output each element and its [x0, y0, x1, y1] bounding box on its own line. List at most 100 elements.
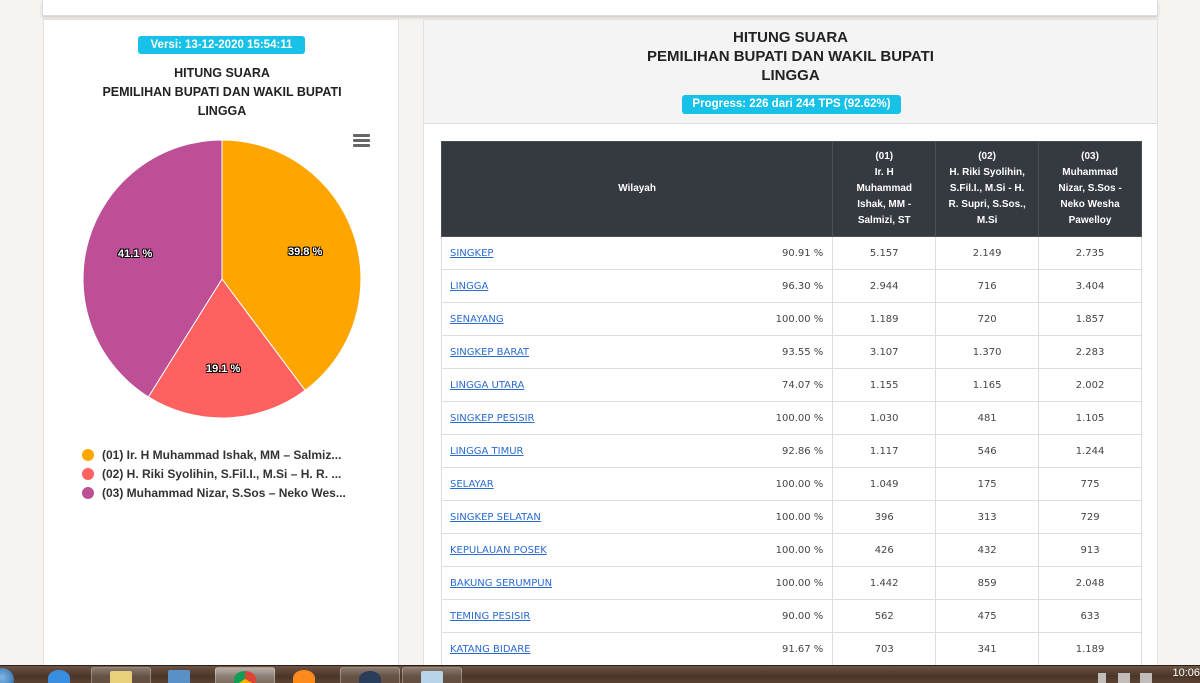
progress-pct: 100.00 %: [775, 413, 824, 424]
header-text: Ishak, MM -: [857, 199, 912, 210]
votes-01: 562: [832, 599, 937, 633]
wilayah-link[interactable]: LINGGA UTARA: [450, 379, 525, 391]
pie-slice-02[interactable]: [147, 278, 306, 419]
taskbar-app[interactable]: [340, 667, 400, 683]
wilayah-link[interactable]: SELAYAR: [450, 478, 494, 490]
legend-dot-icon: [82, 467, 94, 480]
firefox-icon: [293, 670, 315, 683]
votes-01: 1.030: [832, 401, 937, 435]
votes-02: 313: [935, 500, 1040, 534]
taskbar-firefox[interactable]: [275, 667, 335, 683]
legend-dot-icon: [82, 486, 94, 499]
wilayah-link[interactable]: SINGKEP: [450, 247, 494, 259]
progress-pct: 100.00 %: [775, 512, 824, 523]
progress-pct: 93.55 %: [781, 347, 824, 358]
version-badge: Versi: 13-12-2020 15:54:11: [138, 36, 305, 54]
votes-02: 341: [935, 632, 1040, 666]
taskbar: 10:06: [0, 665, 1200, 683]
header-text: Nizar, S.Sos -: [1058, 183, 1122, 194]
pie-slice-03[interactable]: [82, 139, 223, 398]
wilayah-link[interactable]: SINGKEP PESISIR: [450, 412, 535, 424]
legend-label: (01) Ir. H Muhammad Ishak, MM – Salmiz..…: [102, 447, 342, 462]
table-row: SELAYAR 100.00 % 1.049 175 775: [440, 467, 1142, 501]
results-table: Wilayah (01) Ir. H Muhammad Ishak, MM - …: [440, 141, 1142, 666]
votes-01: 1.155: [832, 368, 937, 402]
progress-pct: 92.86 %: [781, 446, 824, 457]
table-row: KEPULAUAN POSEK 100.00 % 426 432 913: [440, 533, 1142, 567]
table-row: BAKUNG SERUMPUN 100.00 % 1.442 859 2.048: [440, 566, 1142, 600]
votes-03: 2.002: [1038, 368, 1142, 402]
header-candidate-01: (01) Ir. H Muhammad Ishak, MM - Salmizi,…: [832, 141, 937, 237]
flag-icon[interactable]: [1118, 673, 1130, 683]
results-panel: HITUNG SUARA PEMILIHAN BUPATI DAN WAKIL …: [423, 19, 1158, 669]
taskbar-notepad[interactable]: [402, 667, 462, 683]
results-header: HITUNG SUARA PEMILIHAN BUPATI DAN WAKIL …: [424, 20, 1157, 124]
votes-01: 3.107: [832, 335, 937, 369]
wilayah-link[interactable]: BAKUNG SERUMPUN: [450, 577, 553, 589]
votes-01: 1.189: [832, 302, 937, 336]
progress-pct: 100.00 %: [775, 545, 824, 556]
votes-02: 2.149: [935, 236, 1040, 270]
header-text: S.Fil.I., M.Si - H.: [949, 183, 1025, 194]
results-title: HITUNG SUARA PEMILIHAN BUPATI DAN WAKIL …: [424, 28, 1157, 85]
votes-02: 546: [935, 434, 1040, 468]
wilayah-cell: SINGKEP BARAT 93.55 %: [440, 335, 834, 369]
chart-legend: (01) Ir. H Muhammad Ishak, MM – Salmiz..…: [82, 445, 346, 502]
progress-pct: 74.07 %: [781, 380, 824, 391]
wilayah-cell: TEMING PESISIR 90.00 %: [440, 599, 834, 633]
votes-03: 775: [1038, 467, 1142, 501]
taskbar-chrome[interactable]: [215, 667, 275, 683]
volume-icon[interactable]: [1098, 673, 1106, 683]
legend-item-02[interactable]: (02) H. Riki Syolihin, S.Fil.I., M.Si – …: [82, 464, 346, 483]
top-card: [42, 0, 1158, 16]
hamburger-menu-icon[interactable]: [353, 134, 370, 148]
folder-icon: [110, 671, 132, 683]
wilayah-link[interactable]: LINGGA: [450, 280, 489, 292]
legend-item-03[interactable]: (03) Muhammad Nizar, S.Sos – Neko Wes...: [82, 483, 346, 502]
legend-label: (02) H. Riki Syolihin, S.Fil.I., M.Si – …: [102, 466, 342, 481]
votes-03: 913: [1038, 533, 1142, 567]
chart-title-line1: HITUNG SUARA: [174, 66, 270, 80]
header-text: Neko Wesha: [1060, 199, 1120, 210]
chrome-icon: [234, 671, 256, 683]
wilayah-link[interactable]: SENAYANG: [450, 313, 504, 325]
taskbar-file-explorer[interactable]: [91, 667, 151, 683]
wilayah-cell: LINGGA UTARA 74.07 %: [440, 368, 834, 402]
wilayah-cell: LINGGA TIMUR 92.86 %: [440, 434, 834, 468]
taskbar-media-player[interactable]: [150, 667, 210, 683]
pie-slice-01[interactable]: [221, 139, 362, 392]
results-title-line2: PEMILIHAN BUPATI DAN WAKIL BUPATI: [647, 48, 934, 65]
wilayah-link[interactable]: LINGGA TIMUR: [450, 445, 524, 457]
votes-02: 175: [935, 467, 1040, 501]
header-text: Salmizi, ST: [857, 215, 911, 226]
wilayah-link[interactable]: KEPULAUAN POSEK: [450, 544, 547, 556]
header-text: Ir. H: [874, 167, 894, 178]
wilayah-cell: SELAYAR 100.00 %: [440, 467, 834, 501]
header-wilayah: Wilayah: [440, 141, 834, 237]
progress-pct: 91.67 %: [781, 644, 824, 655]
votes-01: 396: [832, 500, 937, 534]
votes-03: 729: [1038, 500, 1142, 534]
votes-03: 633: [1038, 599, 1142, 633]
votes-02: 716: [935, 269, 1040, 303]
results-title-line3: LINGGA: [761, 67, 820, 84]
progress-pct: 100.00 %: [775, 479, 824, 490]
wilayah-link[interactable]: TEMING PESISIR: [450, 610, 531, 622]
network-icon[interactable]: [1140, 673, 1152, 683]
wilayah-link[interactable]: SINGKEP BARAT: [450, 346, 530, 358]
notepad-icon: [421, 671, 443, 683]
header-text: (01): [875, 151, 894, 162]
media-player-icon: [168, 670, 190, 683]
taskbar-internet-explorer[interactable]: [30, 667, 90, 683]
table-header-row: Wilayah (01) Ir. H Muhammad Ishak, MM - …: [440, 141, 1142, 237]
header-candidate-03: (03) Muhammad Nizar, S.Sos - Neko Wesha …: [1038, 141, 1142, 237]
wilayah-link[interactable]: SINGKEP SELATAN: [450, 511, 541, 523]
clock[interactable]: 10:06: [1172, 667, 1200, 679]
wilayah-link[interactable]: KATANG BIDARE: [450, 643, 531, 655]
wilayah-cell: SINGKEP PESISIR 100.00 %: [440, 401, 834, 435]
header-text: Muhammad: [1062, 167, 1118, 178]
start-button-icon[interactable]: [0, 668, 14, 683]
chart-panel: Versi: 13-12-2020 15:54:11 HITUNG SUARA …: [43, 19, 399, 669]
legend-item-01[interactable]: (01) Ir. H Muhammad Ishak, MM – Salmiz..…: [82, 445, 346, 464]
